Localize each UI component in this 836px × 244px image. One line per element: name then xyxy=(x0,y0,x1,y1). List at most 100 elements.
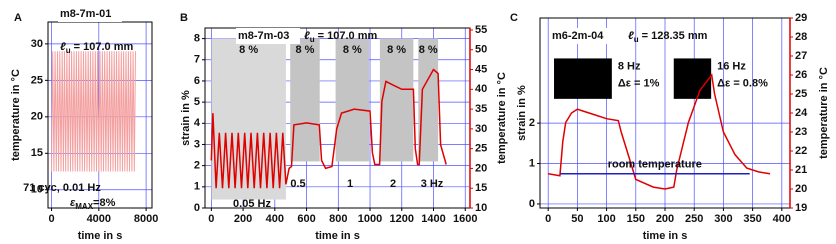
strain-label: 8 % xyxy=(239,44,258,56)
y2-tick-label: 45 xyxy=(475,63,487,75)
y-tick-label: 7 xyxy=(194,54,200,66)
x-tick-label: 1600 xyxy=(453,213,477,225)
y-tick-label: 2 xyxy=(194,160,200,172)
y-tick-label: 5 xyxy=(194,96,200,108)
y-tick-label: 30 xyxy=(31,38,43,50)
y2-axis-title: temperature in °C xyxy=(496,72,508,164)
x-tick-label: 200 xyxy=(234,213,252,225)
y2-tick-label: 27 xyxy=(795,50,807,62)
panel-label: A xyxy=(14,12,22,24)
block-label: Δε = 0.8% xyxy=(717,77,768,89)
x-tick-label: 0 xyxy=(48,213,54,225)
x-axis-title: time in s xyxy=(78,230,123,242)
y-tick-label: 3 xyxy=(194,138,200,150)
strain-block xyxy=(335,38,370,162)
y2-tick-label: 21 xyxy=(795,164,807,176)
y-tick-label: 8 xyxy=(194,32,200,44)
block-label: 16 Hz xyxy=(717,60,746,72)
y2-tick-label: 10 xyxy=(475,202,487,214)
gauge-length-text: = 128.35 mm xyxy=(639,30,708,42)
y2-tick-label: 19 xyxy=(795,202,807,214)
y2-tick-label: 20 xyxy=(795,183,807,195)
series-label: room temperature xyxy=(608,159,702,171)
gauge-length-text: = 107.0 mm xyxy=(315,30,378,42)
x-tick-label: 1200 xyxy=(390,213,414,225)
strain-label: 8 % xyxy=(343,44,362,56)
y2-tick-label: 25 xyxy=(475,143,487,155)
x-tick-label: 8000 xyxy=(134,213,158,225)
label-bg xyxy=(550,28,614,44)
annotation: 0.05 Hz xyxy=(233,198,271,210)
strain-label: 8 % xyxy=(387,44,406,56)
specimen: m8-7m-03 xyxy=(238,30,289,42)
y2-tick-label: 15 xyxy=(475,182,487,194)
y2-tick-label: 23 xyxy=(795,126,807,138)
block-label: 8 Hz xyxy=(618,60,641,72)
x-tick-label: 400 xyxy=(266,213,284,225)
x-tick-label: 200 xyxy=(656,213,674,225)
data-line xyxy=(210,68,447,189)
strain-block xyxy=(379,38,414,162)
y2-tick-label: 29 xyxy=(795,12,807,24)
x-tick-label: 50 xyxy=(571,213,583,225)
strain-max: εMAX=8% xyxy=(70,197,116,211)
strain-block xyxy=(290,38,320,162)
gauge-length: ℓu = 107.0 mm xyxy=(304,30,377,44)
y-axis-title: strain in % xyxy=(516,85,528,141)
strain-label: 8 % xyxy=(419,44,438,56)
x-tick-label: 0 xyxy=(545,213,551,225)
y-tick-label: 1 xyxy=(529,157,535,169)
y-tick-label: 6 xyxy=(194,75,200,87)
gauge-length-subscript: u xyxy=(66,46,71,55)
gauge-length-subscript: u xyxy=(634,35,639,44)
annotation: 71 cyc, 0.01 Hz xyxy=(23,182,101,194)
y2-tick-label: 25 xyxy=(795,88,807,100)
panel-label: C xyxy=(510,12,518,24)
y-axis-title: strain in % xyxy=(180,90,192,146)
strain-block xyxy=(554,58,612,99)
y2-tick-label: 35 xyxy=(475,103,487,115)
strain-block xyxy=(673,58,712,99)
strain-max-text: =8% xyxy=(93,197,116,209)
y2-tick-label: 26 xyxy=(795,69,807,81)
x-tick-label: 4000 xyxy=(87,213,111,225)
y2-tick-label: 22 xyxy=(795,145,807,157)
label-bg xyxy=(58,6,122,22)
x-tick-label: 1400 xyxy=(421,213,445,225)
y2-tick-label: 24 xyxy=(795,107,808,119)
x-tick-label: 100 xyxy=(597,213,615,225)
y-tick-label: 4 xyxy=(194,117,201,129)
block-label: Δε = 1% xyxy=(618,77,660,89)
data-line xyxy=(548,73,771,190)
y-tick-label: 2 xyxy=(529,117,535,129)
strain-max-subscript: MAX xyxy=(75,202,93,211)
y2-tick-label: 20 xyxy=(475,162,487,174)
gauge-length-symbol: ℓ xyxy=(304,30,310,42)
strain-label: 8 % xyxy=(295,44,314,56)
annotation: 2 xyxy=(390,178,396,190)
gauge-length: ℓu = 128.35 mm xyxy=(628,30,708,44)
y-tick-label: 15 xyxy=(31,147,43,159)
y-tick-label: 25 xyxy=(31,74,43,86)
specimen: m6-2m-04 xyxy=(552,30,604,42)
y2-axis-title: temperature in °C xyxy=(818,67,830,159)
data-line xyxy=(51,51,136,172)
y2-tick-label: 50 xyxy=(475,44,487,56)
x-axis-title: time in s xyxy=(643,230,688,242)
y2-tick-label: 55 xyxy=(475,24,487,36)
specimen: m8-7m-01 xyxy=(60,8,111,20)
y-tick-label: 1 xyxy=(194,181,200,193)
y-axis-title: temperature in °C xyxy=(10,69,22,161)
strain-max-symbol: ε xyxy=(70,197,76,209)
y2-tick-label: 40 xyxy=(475,83,487,95)
annotation: 0.5 xyxy=(290,178,305,190)
y-tick-label: 20 xyxy=(31,111,43,123)
x-axis-title: time in s xyxy=(315,230,360,242)
x-tick-label: 1000 xyxy=(358,213,382,225)
x-tick-label: 600 xyxy=(297,213,315,225)
gauge-length-symbol: ℓ xyxy=(60,41,66,53)
x-tick-label: 250 xyxy=(685,213,703,225)
y-tick-label: 0 xyxy=(529,198,535,210)
y2-tick-label: 28 xyxy=(795,31,807,43)
